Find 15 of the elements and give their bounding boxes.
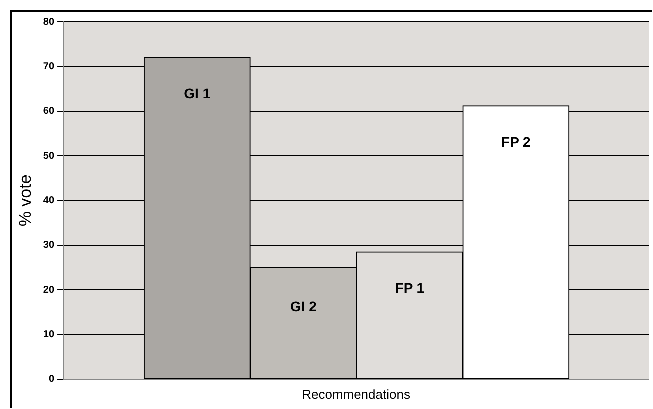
y-tick-label: 10 bbox=[43, 329, 55, 340]
x-tick-label: GI 2 bbox=[290, 298, 318, 315]
y-tick-label: 0 bbox=[48, 374, 55, 386]
y-tick-label: 60 bbox=[43, 106, 55, 118]
x-tick-label: FP 2 bbox=[502, 134, 532, 150]
y-axis-title: % vote bbox=[16, 174, 35, 227]
y-tick-label: 40 bbox=[43, 195, 55, 206]
x-axis-title: Recommendations bbox=[302, 386, 411, 402]
x-tick-label: GI 1 bbox=[184, 86, 211, 102]
y-tick-label: 80 bbox=[43, 16, 55, 28]
y-tick-label: 20 bbox=[43, 284, 55, 296]
x-tick-label: FP 1 bbox=[395, 280, 425, 296]
y-tick-label: 30 bbox=[43, 240, 55, 252]
y-tick-label: 50 bbox=[43, 150, 55, 162]
y-tick-label: 70 bbox=[43, 61, 55, 72]
